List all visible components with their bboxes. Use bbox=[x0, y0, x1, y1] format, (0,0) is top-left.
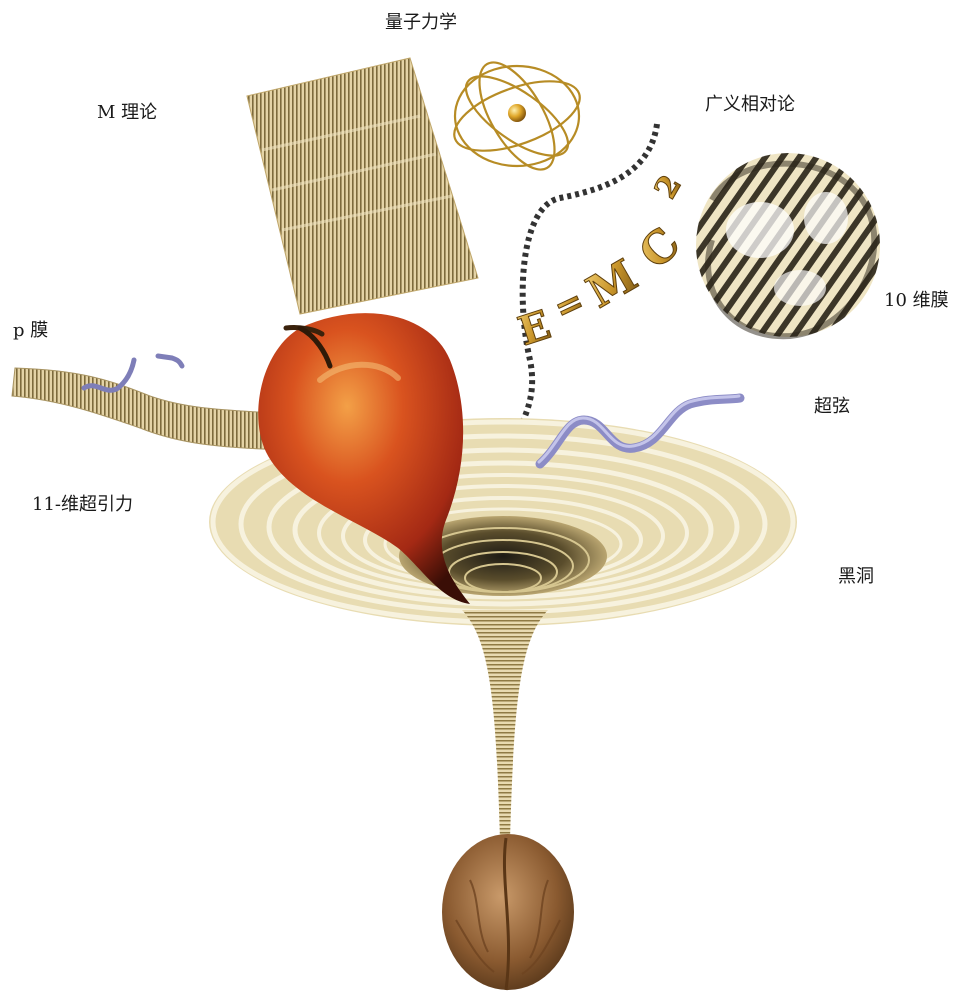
label-ten-dim-brane: 10 维膜 bbox=[884, 290, 949, 311]
walnut-icon bbox=[442, 834, 574, 991]
label-superstring: 超弦 bbox=[814, 396, 850, 417]
label-quantum-mechanics: 量子力学 bbox=[385, 12, 457, 33]
m-theory-sheet bbox=[246, 57, 479, 315]
label-black-hole: 黑洞 bbox=[838, 566, 874, 587]
label-general-relativity: 广义相对论 bbox=[705, 94, 795, 115]
label-supergravity: 11-维超引力 bbox=[32, 494, 133, 515]
p-brane-ribbon bbox=[11, 367, 291, 451]
equation-letter-m: M bbox=[578, 250, 646, 319]
label-p-brane: p 膜 bbox=[13, 320, 49, 341]
funnel-tube bbox=[462, 610, 548, 840]
equation-letter-e: E bbox=[513, 301, 557, 355]
label-m-theory: M 理论 bbox=[97, 102, 158, 123]
small-strings bbox=[81, 353, 185, 393]
apple-icon bbox=[258, 313, 470, 604]
equation-letter-c: C bbox=[630, 218, 691, 279]
knot-icon bbox=[696, 153, 880, 340]
equation-letter-equals: = bbox=[548, 281, 591, 329]
equation-emc2: E = M C 2 bbox=[512, 169, 691, 356]
atom-icon bbox=[453, 61, 581, 171]
superstring-icon bbox=[535, 393, 745, 469]
equation-letter-exponent: 2 bbox=[648, 169, 689, 205]
